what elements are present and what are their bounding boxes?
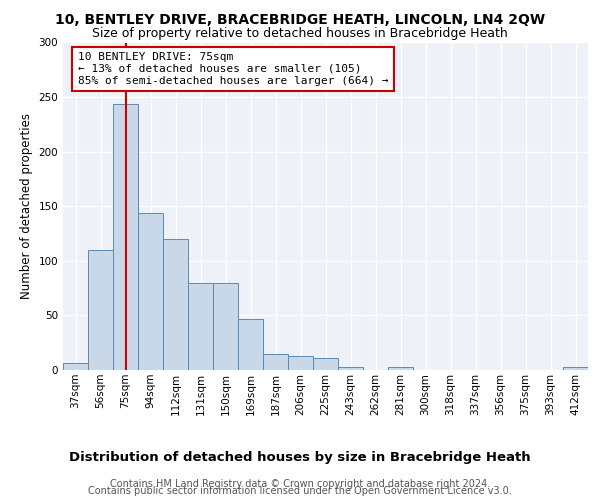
Text: Distribution of detached houses by size in Bracebridge Heath: Distribution of detached houses by size …: [69, 451, 531, 464]
Text: 10 BENTLEY DRIVE: 75sqm
← 13% of detached houses are smaller (105)
85% of semi-d: 10 BENTLEY DRIVE: 75sqm ← 13% of detache…: [78, 52, 389, 86]
Bar: [388, 366, 413, 370]
Bar: [238, 318, 263, 370]
Text: Contains HM Land Registry data © Crown copyright and database right 2024.: Contains HM Land Registry data © Crown c…: [110, 479, 490, 489]
Bar: [288, 356, 313, 370]
Bar: [163, 239, 188, 370]
Bar: [88, 250, 113, 370]
Bar: [563, 366, 588, 370]
Bar: [313, 358, 338, 370]
Text: Contains public sector information licensed under the Open Government Licence v3: Contains public sector information licen…: [88, 486, 512, 496]
Text: Size of property relative to detached houses in Bracebridge Heath: Size of property relative to detached ho…: [92, 28, 508, 40]
Bar: [188, 282, 213, 370]
Bar: [338, 366, 363, 370]
Bar: [263, 354, 288, 370]
Bar: [138, 213, 163, 370]
Y-axis label: Number of detached properties: Number of detached properties: [20, 114, 33, 299]
Bar: [63, 364, 88, 370]
Bar: [113, 104, 138, 370]
Bar: [213, 282, 238, 370]
Text: 10, BENTLEY DRIVE, BRACEBRIDGE HEATH, LINCOLN, LN4 2QW: 10, BENTLEY DRIVE, BRACEBRIDGE HEATH, LI…: [55, 12, 545, 26]
